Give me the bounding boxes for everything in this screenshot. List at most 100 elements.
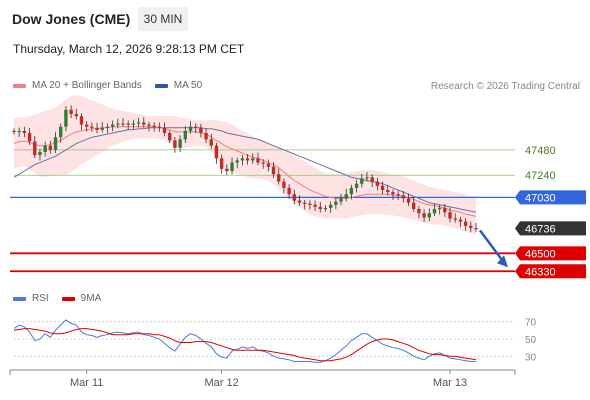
rsi-legend-swatch	[13, 296, 26, 301]
candle	[110, 124, 115, 127]
candle	[199, 127, 203, 133]
interval-button[interactable]: 30 MIN	[138, 7, 188, 31]
candle	[53, 137, 58, 150]
candle	[152, 125, 156, 127]
level-tag-47030	[515, 190, 586, 205]
rsi-ma9-line	[13, 328, 477, 362]
candle	[33, 141, 37, 156]
candle	[412, 202, 416, 209]
price-legend: MA 20 + Bollinger Bands MA 50	[13, 80, 202, 91]
candle	[69, 109, 73, 114]
candle	[271, 166, 276, 175]
copyright-label: Research © 2026 Trading Central	[430, 81, 580, 92]
candle	[417, 209, 421, 214]
level-label-47480: 47480	[525, 145, 556, 157]
candle	[17, 130, 21, 133]
candle	[162, 127, 167, 133]
candle	[105, 126, 110, 128]
level-label-46736: 46736	[525, 223, 556, 235]
ma20-legend-label: MA 20 + Bollinger Bands	[32, 80, 142, 91]
candle	[391, 192, 395, 195]
candle	[401, 195, 406, 199]
candle	[396, 194, 400, 196]
candle	[204, 133, 208, 140]
moving-average-layer	[13, 126, 477, 217]
x-tick-label: Mar 12	[205, 377, 239, 389]
candle	[277, 174, 281, 182]
candle	[38, 152, 42, 156]
candle	[313, 204, 317, 207]
bollinger-band-layer	[14, 95, 476, 235]
bollinger-band	[14, 95, 476, 235]
level-lines-layer	[10, 149, 515, 273]
candle	[95, 127, 99, 130]
candle	[131, 123, 136, 125]
candle	[318, 206, 322, 209]
projection-arrow-shaft	[478, 229, 505, 263]
candle	[256, 158, 260, 163]
candle	[282, 181, 286, 188]
candle	[370, 177, 374, 182]
candle	[136, 122, 141, 124]
candle	[147, 124, 151, 126]
ma20-legend-swatch	[13, 83, 26, 88]
level-labels-layer: 47480 47240 47030 46736 46500 46330	[478, 145, 586, 279]
candle	[27, 133, 32, 142]
candle	[142, 122, 146, 125]
candle	[168, 133, 172, 141]
candle	[360, 178, 364, 184]
candle	[157, 126, 162, 128]
candle	[245, 158, 250, 161]
level-label-46500: 46500	[525, 248, 556, 260]
candle	[79, 116, 84, 125]
level-tag-46330	[515, 264, 586, 279]
candle	[266, 163, 271, 167]
candle	[209, 139, 213, 146]
chart-datetime: Thursday, March 12, 2026 9:28:13 PM CET	[13, 42, 245, 56]
level-tag-46500	[515, 246, 586, 261]
ma9-legend-swatch	[61, 296, 75, 301]
candle	[308, 203, 312, 205]
ma50-legend-swatch	[154, 83, 168, 88]
x-axis-layer: Mar 11 Mar 12 Mar 13	[9, 369, 516, 389]
rsi-line	[13, 319, 476, 363]
candle	[235, 160, 239, 163]
candle	[287, 187, 291, 195]
level-label-47240: 47240	[525, 170, 556, 182]
candle	[349, 187, 354, 195]
candle	[59, 126, 63, 138]
candle	[427, 213, 431, 218]
candle	[297, 200, 302, 203]
level-tag-46736	[515, 221, 586, 236]
ma50-line	[13, 127, 477, 213]
candle	[386, 190, 390, 193]
rsi-tick-30: 30	[525, 352, 537, 363]
level-label-46330: 46330	[525, 266, 556, 278]
rsi-tick-70: 70	[525, 318, 537, 329]
candle	[261, 162, 265, 164]
candle	[193, 126, 198, 128]
candle	[344, 194, 348, 199]
projection-arrow-head	[497, 255, 508, 268]
candle	[219, 158, 224, 169]
candle	[230, 162, 234, 171]
candle	[100, 127, 104, 130]
candle	[48, 145, 53, 150]
candle	[453, 218, 457, 220]
rsi-legend: RSI 9MA	[13, 293, 101, 304]
candle	[64, 109, 68, 127]
candle	[323, 207, 328, 210]
candle	[458, 219, 463, 222]
candle	[437, 207, 442, 210]
candle	[354, 183, 359, 188]
candle	[463, 221, 468, 226]
candle	[432, 209, 437, 214]
candle	[225, 168, 229, 171]
rsi-legend-label: RSI	[32, 293, 49, 304]
candle	[84, 124, 89, 127]
level-label-47030: 47030	[525, 192, 556, 204]
candle	[406, 198, 411, 203]
candle	[334, 201, 338, 205]
candle	[178, 139, 182, 148]
candle	[74, 114, 78, 117]
